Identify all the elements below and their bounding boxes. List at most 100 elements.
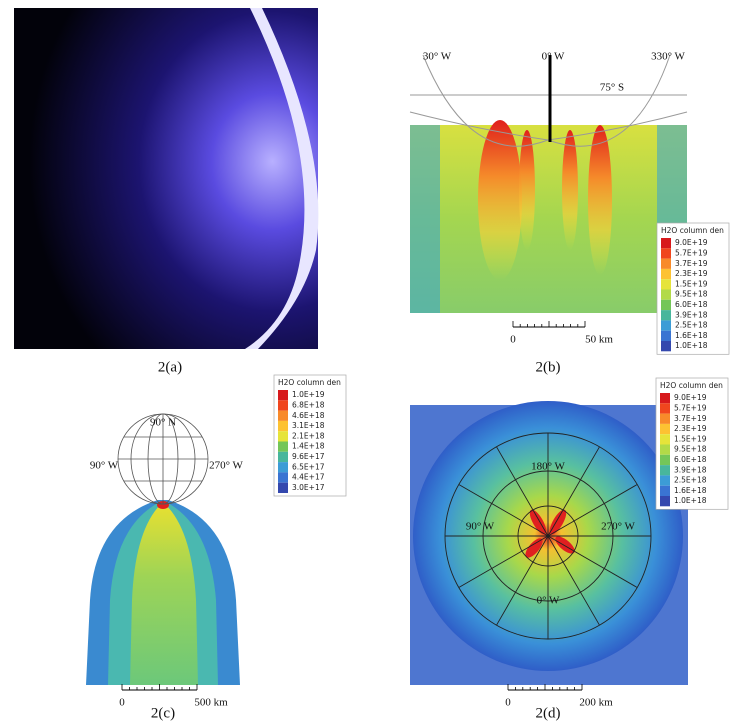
legend-swatch (661, 300, 671, 310)
legend-swatch (661, 238, 671, 248)
legend-swatch (278, 421, 288, 431)
legend-entry: 2.3E+19 (675, 269, 708, 278)
legend-entry: 3.9E+18 (674, 465, 707, 474)
longitude-label: 0° W (542, 51, 565, 63)
legend-entry: 3.1E+18 (292, 421, 325, 430)
legend: H2O column den 9.0E+195.7E+19 3.7E+192.3E+… (657, 223, 729, 354)
legend-entry: 9.0E+19 (674, 393, 707, 402)
legend-entry: 1.6E+18 (674, 486, 707, 495)
panel-d: 180° W 90° W 270° W 0° W H2O column den 9… (410, 378, 728, 721)
density-map (410, 125, 687, 313)
longitude-label: 30° W (423, 51, 452, 63)
legend-swatch (278, 431, 288, 441)
longitude-label: 90° W (466, 521, 495, 533)
legend-swatch (278, 452, 288, 462)
legend-swatch (278, 472, 288, 482)
legend-swatch (278, 483, 288, 493)
legend-swatch (660, 465, 670, 475)
legend-entry: 1.0E+19 (292, 390, 325, 399)
legend: H2O column den 9.0E+195.7E+19 3.7E+192.3E+… (656, 378, 728, 509)
scale-bar: 0 50 km (510, 321, 613, 346)
legend-swatch (660, 475, 670, 485)
scale-label: 0 (505, 697, 511, 709)
legend-swatch (278, 400, 288, 410)
legend-swatch (661, 248, 671, 258)
legend-entry: 3.0E+17 (292, 483, 325, 492)
longitude-label: 270° W (601, 521, 635, 533)
legend-entry: 2.5E+18 (675, 321, 708, 330)
legend-entry: 6.5E+17 (292, 462, 325, 471)
legend-entry: 5.7E+19 (674, 403, 707, 412)
legend-entry: 9.0E+19 (675, 238, 708, 247)
legend-entry: 6.0E+18 (675, 300, 708, 309)
legend-entry: 4.6E+18 (292, 411, 325, 420)
legend: H2O column den 1.0E+196.8E+18 4.6E+183.1E+… (274, 375, 346, 496)
legend-swatch (660, 393, 670, 403)
legend-swatch (661, 279, 671, 289)
legend-entry: 1.5E+19 (675, 279, 708, 288)
legend-swatch (278, 390, 288, 400)
legend-entry: 9.5E+18 (674, 445, 707, 454)
legend-entry: 1.0E+18 (674, 496, 707, 505)
legend-swatch (660, 403, 670, 413)
legend-entry: 2.1E+18 (292, 431, 325, 440)
caption: 2(c) (151, 705, 175, 721)
scale-label: 0 (119, 697, 125, 709)
legend-swatch (660, 414, 670, 424)
legend-swatch (660, 424, 670, 434)
caption: 2(a) (158, 359, 182, 375)
longitude-label: 270° W (209, 460, 243, 472)
legend-swatch (660, 445, 670, 455)
longitude-label: 330° W (651, 51, 685, 63)
legend-swatch (660, 486, 670, 496)
legend-entry: 9.5E+18 (675, 290, 708, 299)
legend-swatch (660, 455, 670, 465)
legend-entry: 9.6E+17 (292, 452, 325, 461)
scale-label: 50 km (585, 334, 613, 346)
panel-c: 90° N 90° W 270° W H2O column den 1.0E+19… (86, 375, 346, 721)
longitude-label: 180° W (531, 461, 565, 473)
plume-image (14, 8, 318, 349)
scale-label: 200 km (579, 697, 613, 709)
scale-label: 0 (510, 334, 516, 346)
plume (562, 130, 578, 250)
legend-swatch (661, 259, 671, 269)
legend-title: H2O column den (278, 378, 341, 387)
legend-swatch (661, 310, 671, 320)
edge (410, 125, 440, 313)
legend-entry: 1.4E+18 (292, 442, 325, 451)
plume (588, 125, 612, 275)
legend-entry: 1.5E+19 (674, 434, 707, 443)
latitude-label: 90° N (150, 417, 176, 429)
scale-label: 500 km (194, 697, 228, 709)
latitude-label: 75° S (600, 82, 624, 94)
plume (519, 130, 535, 250)
caption: 2(b) (536, 359, 561, 375)
legend-swatch (660, 496, 670, 506)
legend-swatch (278, 462, 288, 472)
legend-swatch (661, 320, 671, 330)
legend-entry: 3.7E+19 (674, 414, 707, 423)
legend-title: H2O column den (660, 381, 723, 390)
legend-swatch (660, 434, 670, 444)
legend-entry: 6.8E+18 (292, 400, 325, 409)
legend-swatch (278, 411, 288, 421)
legend-entry: 4.4E+17 (292, 473, 325, 482)
legend-swatch (661, 290, 671, 300)
legend-entry: 1.6E+18 (675, 331, 708, 340)
legend-entry: 2.5E+18 (674, 476, 707, 485)
longitude-label: 90° W (90, 460, 119, 472)
legend-title: H2O column den (661, 226, 724, 235)
legend-entry: 1.0E+18 (675, 341, 708, 350)
panel-b: 30° W 0° W 330° W 75° S H2O column den 9.… (410, 51, 729, 376)
longitude-label: 0° W (537, 595, 560, 607)
legend-entry: 3.7E+19 (675, 259, 708, 268)
figure: 2(a) 30° W 0° W 330° W 75° S H2O column … (0, 0, 732, 723)
panel-a: 2(a) (14, 8, 318, 375)
legend-swatch (278, 442, 288, 452)
legend-swatch (661, 331, 671, 341)
legend-entry: 5.7E+19 (675, 248, 708, 257)
legend-swatch (661, 269, 671, 279)
caption: 2(d) (536, 705, 561, 721)
legend-entry: 2.3E+19 (674, 424, 707, 433)
